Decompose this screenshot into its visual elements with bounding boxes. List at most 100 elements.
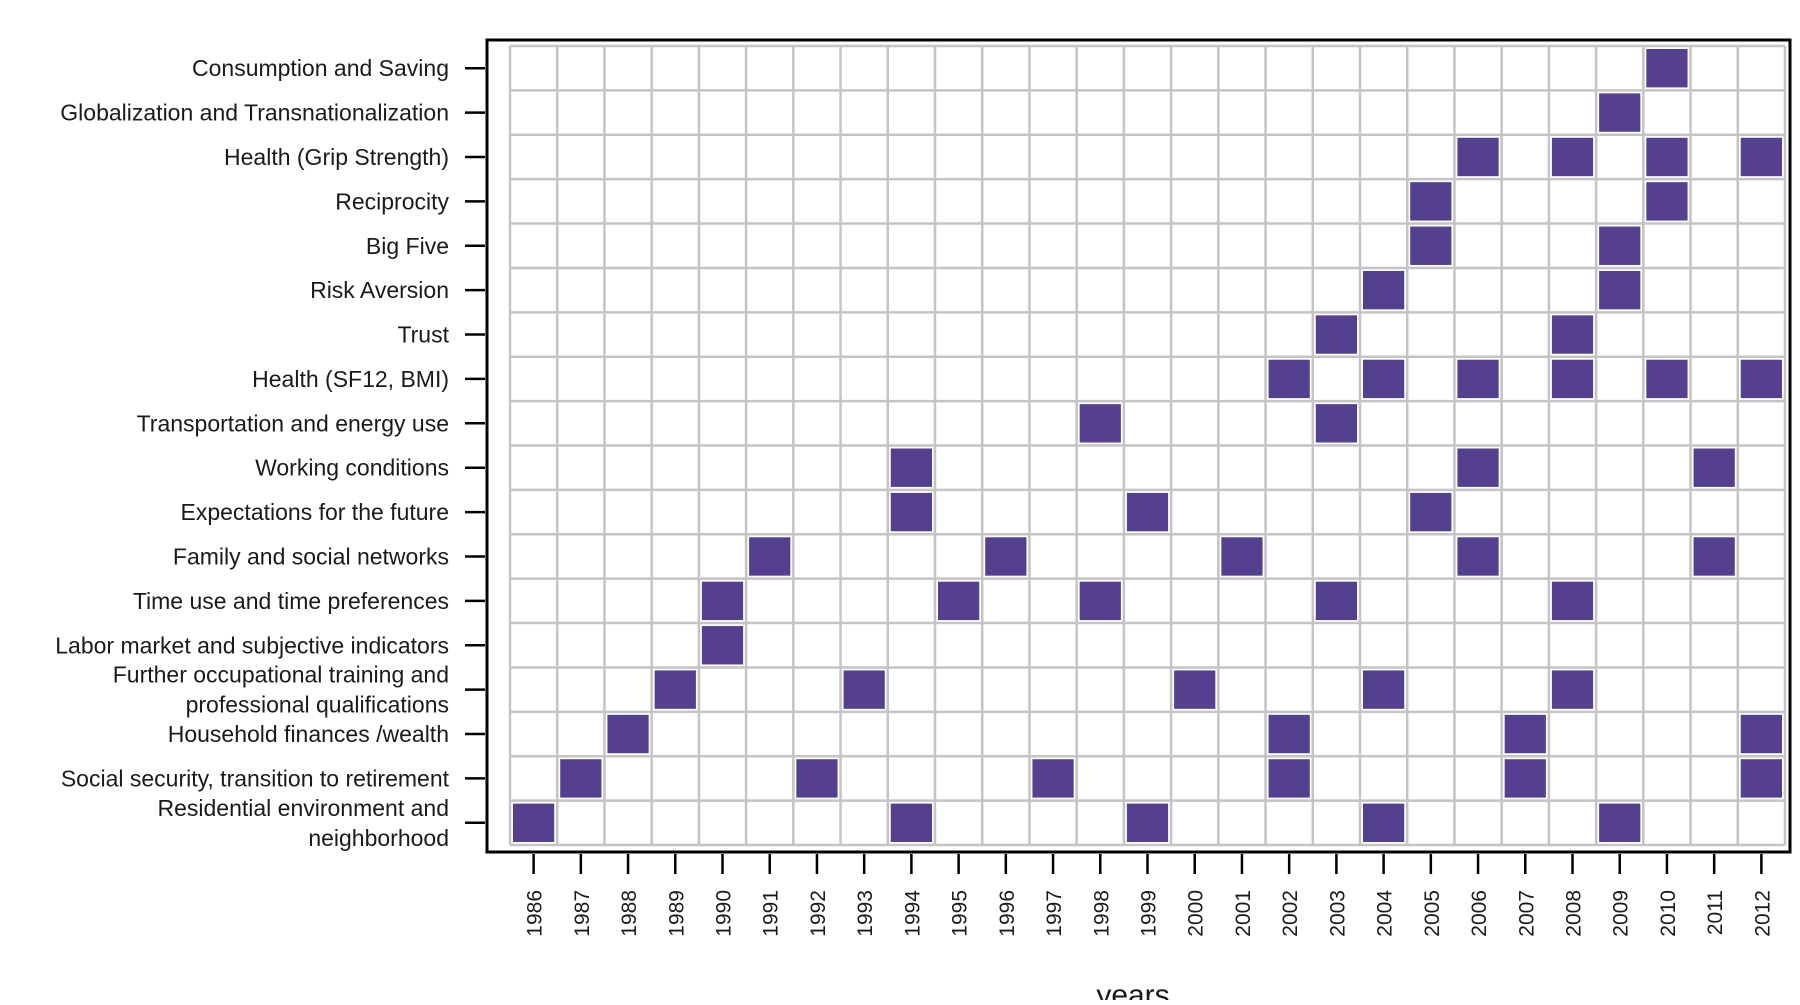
cell-10-1994 — [890, 492, 932, 532]
y-tick-label: Big Five — [366, 233, 449, 259]
cell-9-2011 — [1693, 448, 1735, 487]
y-tick-label-line: Social security, transition to retiremen… — [61, 765, 450, 791]
x-tick-label: 1998 — [1090, 890, 1113, 937]
y-tick-label: Family and social networks — [173, 543, 449, 569]
cell-13-1990 — [701, 626, 744, 665]
x-tick-label: 1987 — [571, 890, 594, 937]
cell-15-2012 — [1740, 714, 1782, 754]
x-tick-label: 2006 — [1468, 890, 1491, 937]
cell-12-2003 — [1315, 581, 1357, 621]
y-tick-label-line: Time use and time preferences — [133, 588, 449, 614]
cell-11-2001 — [1221, 537, 1263, 576]
cell-17-1994 — [890, 803, 932, 842]
y-tick-label: Labor market and subjective indicators — [55, 632, 449, 658]
cells-layer — [513, 49, 1782, 842]
cell-9-2006 — [1457, 448, 1499, 487]
cell-16-1992 — [796, 759, 838, 798]
cell-16-2012 — [1740, 759, 1782, 798]
y-tick-label: Risk Aversion — [310, 277, 449, 303]
y-tick-label-line: Trust — [397, 322, 449, 348]
y-tick-label: Consumption and Saving — [192, 55, 449, 81]
y-tick-label: Trust — [397, 322, 449, 348]
y-tick-label: Residential environment and neighborhood — [157, 795, 449, 851]
cell-5-2004 — [1363, 270, 1405, 310]
y-tick-label: Time use and time preferences — [133, 588, 449, 614]
cell-10-1999 — [1126, 492, 1169, 532]
x-tick-label: 2000 — [1185, 890, 1208, 937]
x-tick-label: 2001 — [1232, 890, 1255, 937]
y-tick-label: Further occupational training and profess… — [113, 662, 449, 718]
x-tick-label: 1996 — [996, 890, 1019, 937]
x-axis-title: years — [1096, 979, 1169, 1000]
cell-6-2003 — [1315, 315, 1357, 354]
y-tick-label: Social security, transition to retiremen… — [61, 765, 450, 791]
x-tick-label: 1994 — [901, 890, 924, 937]
cell-2-2006 — [1457, 137, 1499, 177]
y-tick-label: Transportation and energy use — [137, 410, 449, 436]
cell-9-1994 — [890, 448, 932, 487]
cell-1-2009 — [1599, 93, 1641, 132]
cell-11-1996 — [985, 537, 1027, 576]
cell-7-2002 — [1268, 359, 1310, 399]
x-tick-label: 1986 — [524, 890, 547, 937]
x-tick-label: 2005 — [1421, 890, 1444, 937]
y-tick-label-line: Labor market and subjective indicators — [55, 632, 449, 658]
cell-8-2003 — [1315, 404, 1357, 443]
x-tick-label: 1992 — [807, 890, 830, 937]
x-tick-label: 1991 — [760, 890, 783, 937]
x-tick-label: 1989 — [665, 890, 688, 937]
x-tick-label: 2012 — [1751, 890, 1774, 937]
x-tick-label: 1995 — [949, 890, 972, 937]
cell-8-1998 — [1079, 404, 1121, 443]
x-tick-label: 2008 — [1563, 890, 1586, 937]
cell-3-2010 — [1646, 182, 1688, 221]
y-tick-label: Globalization and Transnationalization — [60, 100, 449, 126]
y-tick-label-line: Working conditions — [255, 455, 449, 481]
cell-14-2008 — [1551, 670, 1594, 709]
x-tick-label: 1997 — [1043, 890, 1066, 937]
y-tick-label-line: Health (Grip Strength) — [224, 144, 449, 170]
cell-14-2000 — [1174, 670, 1216, 709]
y-tick-label: Reciprocity — [335, 188, 449, 214]
cell-14-1989 — [654, 670, 696, 709]
cell-7-2010 — [1646, 359, 1688, 399]
y-tick-label-line: Residential environment and — [157, 795, 449, 821]
plot-frame — [485, 38, 1792, 854]
x-tick-label: 2007 — [1515, 890, 1538, 937]
x-tick-label: 2003 — [1326, 890, 1349, 937]
cell-14-2004 — [1363, 670, 1405, 709]
cell-16-2002 — [1268, 759, 1310, 798]
cell-5-2009 — [1599, 270, 1641, 310]
x-tick-label: 2002 — [1279, 890, 1302, 937]
cell-2-2012 — [1740, 137, 1782, 177]
cell-15-2007 — [1504, 714, 1546, 754]
cell-0-2010 — [1646, 49, 1688, 88]
x-tick-label: 2004 — [1374, 890, 1397, 937]
cell-16-1987 — [560, 759, 602, 798]
cell-12-1995 — [938, 581, 980, 621]
x-tick-label: 2010 — [1657, 890, 1680, 937]
cell-17-1999 — [1126, 803, 1169, 842]
y-tick-label-line: Consumption and Saving — [192, 55, 449, 81]
y-axis-labels: Consumption and Saving Globalization and … — [55, 55, 485, 851]
cell-2-2008 — [1551, 137, 1594, 177]
cell-7-2006 — [1457, 359, 1499, 399]
y-tick-label: Expectations for the future — [181, 499, 450, 525]
frame-layer — [485, 38, 1792, 854]
cell-4-2009 — [1599, 226, 1641, 265]
y-tick-label-line: Big Five — [366, 233, 449, 259]
cell-2-2010 — [1646, 137, 1688, 177]
cell-17-2009 — [1599, 803, 1641, 842]
y-tick-label-line: Household finances /wealth — [168, 721, 449, 747]
y-tick-label: Health (SF12, BMI) — [252, 366, 449, 392]
y-tick-label-line: professional qualifications — [186, 692, 449, 718]
y-tick-label-line: Family and social networks — [173, 543, 449, 569]
cell-12-2008 — [1551, 581, 1594, 621]
y-tick-label-line: Reciprocity — [335, 188, 449, 214]
y-tick-label: Health (Grip Strength) — [224, 144, 449, 170]
cell-11-2006 — [1457, 537, 1499, 576]
cell-11-2011 — [1693, 537, 1735, 576]
cell-16-1997 — [1032, 759, 1074, 798]
